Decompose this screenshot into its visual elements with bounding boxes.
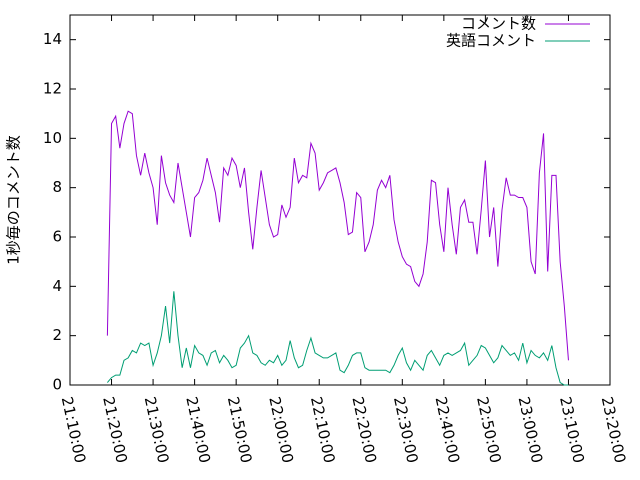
plot-frame — [69, 14, 611, 386]
y-tick-label: 6 — [52, 228, 62, 246]
y-tick-label: 10 — [43, 129, 62, 147]
y-tick-label: 12 — [43, 80, 62, 98]
x-tick-label: 23:10:00 — [556, 395, 588, 465]
legend-label: 英語コメント — [446, 32, 536, 50]
x-tick-label: 21:30:00 — [141, 395, 173, 465]
x-tick-label: 21:50:00 — [224, 395, 256, 465]
x-tick-label: 21:20:00 — [99, 395, 131, 465]
y-axis-label: 1秒毎のコメント数 — [5, 135, 23, 265]
y-tick-label: 4 — [52, 277, 62, 295]
y-tick-label: 0 — [52, 376, 62, 394]
x-tick-label: 23:00:00 — [515, 395, 547, 465]
x-tick-label: 21:10:00 — [58, 395, 90, 465]
legend-label: コメント数 — [461, 15, 536, 33]
x-tick-label: 22:20:00 — [348, 395, 380, 465]
x-tick-label: 22:40:00 — [432, 395, 464, 465]
x-tick-label: 21:40:00 — [182, 395, 214, 465]
x-tick-label: 22:00:00 — [265, 395, 297, 465]
y-tick-label: 14 — [43, 30, 62, 48]
x-tick-label: 22:30:00 — [390, 395, 422, 465]
y-tick-label: 2 — [52, 326, 62, 344]
data-line — [106, 291, 569, 386]
y-tick-label: 8 — [52, 178, 62, 196]
x-tick-label: 22:10:00 — [307, 395, 339, 465]
data-line — [106, 110, 569, 361]
x-tick-label: 23:20:00 — [598, 395, 630, 465]
x-tick-label: 22:50:00 — [473, 395, 505, 465]
